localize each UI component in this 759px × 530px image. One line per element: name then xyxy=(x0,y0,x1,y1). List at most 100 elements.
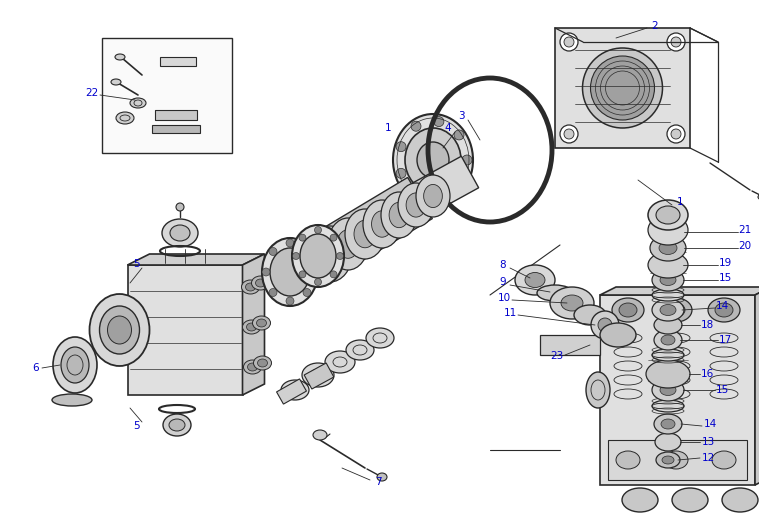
Ellipse shape xyxy=(111,79,121,85)
Ellipse shape xyxy=(416,175,450,217)
Ellipse shape xyxy=(299,234,306,241)
Ellipse shape xyxy=(660,384,676,395)
Ellipse shape xyxy=(667,303,685,317)
Ellipse shape xyxy=(652,289,684,301)
Polygon shape xyxy=(755,287,759,485)
Text: 1: 1 xyxy=(385,123,392,133)
Ellipse shape xyxy=(454,130,464,140)
Ellipse shape xyxy=(396,169,406,178)
Text: 16: 16 xyxy=(701,369,713,379)
Polygon shape xyxy=(128,265,242,395)
Ellipse shape xyxy=(708,298,740,322)
Ellipse shape xyxy=(560,125,578,143)
Ellipse shape xyxy=(330,271,337,278)
Ellipse shape xyxy=(247,363,257,371)
Polygon shape xyxy=(540,335,600,355)
Ellipse shape xyxy=(292,252,300,260)
Ellipse shape xyxy=(169,419,185,431)
Polygon shape xyxy=(304,363,334,389)
Ellipse shape xyxy=(652,299,684,321)
Ellipse shape xyxy=(314,226,322,234)
Ellipse shape xyxy=(302,363,334,387)
Ellipse shape xyxy=(671,129,681,139)
Ellipse shape xyxy=(660,305,676,315)
Ellipse shape xyxy=(560,33,578,51)
Bar xyxy=(608,440,747,480)
Ellipse shape xyxy=(616,451,640,469)
Ellipse shape xyxy=(262,238,318,306)
Ellipse shape xyxy=(661,419,675,429)
Ellipse shape xyxy=(648,215,688,245)
Text: 13: 13 xyxy=(701,437,715,447)
Ellipse shape xyxy=(656,452,680,468)
Ellipse shape xyxy=(389,202,409,228)
Text: 10: 10 xyxy=(497,293,511,303)
Text: 19: 19 xyxy=(718,258,732,268)
Ellipse shape xyxy=(654,316,682,334)
Ellipse shape xyxy=(664,451,688,469)
Ellipse shape xyxy=(660,275,676,286)
Ellipse shape xyxy=(336,252,344,260)
Ellipse shape xyxy=(655,433,681,451)
Text: 15: 15 xyxy=(718,273,732,283)
Ellipse shape xyxy=(245,283,256,291)
Ellipse shape xyxy=(300,234,336,278)
Ellipse shape xyxy=(281,380,309,400)
Ellipse shape xyxy=(254,356,272,370)
Polygon shape xyxy=(555,28,690,148)
Ellipse shape xyxy=(574,305,606,325)
Ellipse shape xyxy=(244,360,262,374)
Ellipse shape xyxy=(354,220,376,248)
Ellipse shape xyxy=(650,235,686,261)
Ellipse shape xyxy=(462,155,472,165)
Ellipse shape xyxy=(366,328,394,348)
Text: 15: 15 xyxy=(716,385,729,395)
Ellipse shape xyxy=(591,311,619,339)
Text: 22: 22 xyxy=(85,88,99,98)
Ellipse shape xyxy=(417,142,449,178)
Ellipse shape xyxy=(550,287,594,319)
Ellipse shape xyxy=(411,189,421,199)
Ellipse shape xyxy=(454,180,464,190)
Bar xyxy=(155,110,197,120)
Ellipse shape xyxy=(130,98,146,108)
Ellipse shape xyxy=(591,56,654,120)
Ellipse shape xyxy=(515,265,555,295)
Ellipse shape xyxy=(661,335,675,345)
Ellipse shape xyxy=(525,272,545,287)
Ellipse shape xyxy=(325,351,355,373)
Ellipse shape xyxy=(598,318,612,332)
Ellipse shape xyxy=(648,200,688,230)
Ellipse shape xyxy=(257,359,267,367)
Bar xyxy=(160,57,196,66)
Polygon shape xyxy=(600,287,759,295)
Ellipse shape xyxy=(115,54,125,60)
Polygon shape xyxy=(261,156,479,298)
Ellipse shape xyxy=(176,203,184,211)
Ellipse shape xyxy=(303,248,311,255)
Ellipse shape xyxy=(672,488,708,512)
Text: 8: 8 xyxy=(499,260,506,270)
Ellipse shape xyxy=(346,340,374,360)
Ellipse shape xyxy=(108,316,131,344)
Bar xyxy=(102,38,232,153)
Ellipse shape xyxy=(722,488,758,512)
Ellipse shape xyxy=(424,184,442,208)
Ellipse shape xyxy=(622,488,658,512)
Ellipse shape xyxy=(372,211,392,237)
Text: 1: 1 xyxy=(677,197,683,207)
Text: 20: 20 xyxy=(739,241,751,251)
Ellipse shape xyxy=(652,400,684,412)
Ellipse shape xyxy=(337,229,359,258)
Ellipse shape xyxy=(99,306,140,354)
Ellipse shape xyxy=(303,288,311,296)
Text: 12: 12 xyxy=(701,453,715,463)
Ellipse shape xyxy=(656,206,680,224)
Ellipse shape xyxy=(654,414,682,434)
Ellipse shape xyxy=(381,192,417,238)
Ellipse shape xyxy=(715,303,733,317)
Text: 6: 6 xyxy=(33,363,39,373)
Ellipse shape xyxy=(586,372,610,408)
Ellipse shape xyxy=(242,320,260,334)
Ellipse shape xyxy=(253,316,270,330)
